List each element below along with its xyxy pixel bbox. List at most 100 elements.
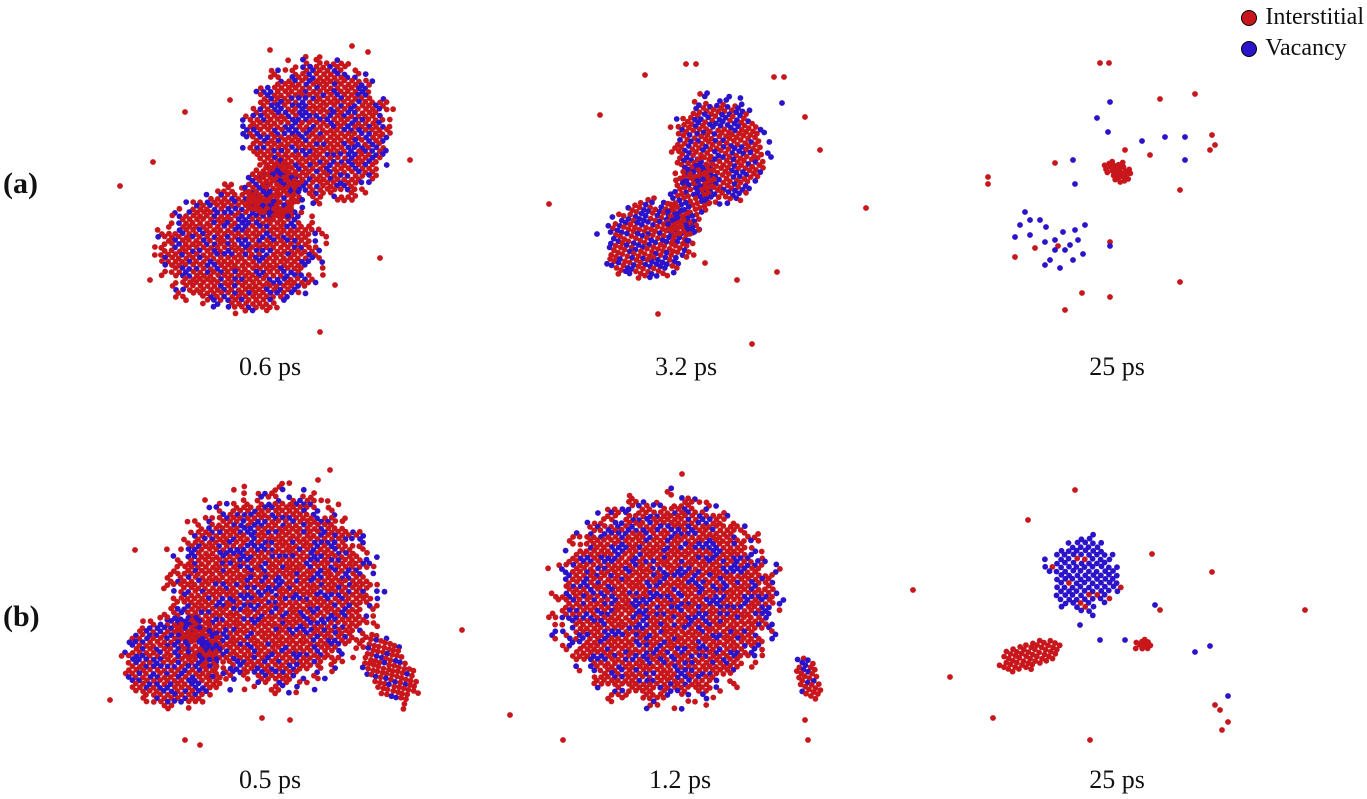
vacancy-point: [207, 663, 213, 669]
interstitial-point: [269, 595, 276, 601]
interstitial-point: [743, 111, 749, 117]
interstitial-point: [257, 162, 263, 168]
interstitial-point: [405, 686, 412, 693]
interstitial-point: [197, 742, 203, 748]
interstitial-point: [771, 74, 777, 80]
interstitial-point: [640, 265, 646, 272]
interstitial-point: [212, 623, 219, 630]
interstitial-point: [331, 116, 338, 123]
interstitial-point: [328, 605, 335, 612]
interstitial-point: [724, 540, 731, 547]
interstitial-point: [370, 563, 377, 570]
interstitial-point: [280, 160, 287, 167]
vacancy-point: [376, 105, 383, 112]
vacancy-point: [299, 196, 306, 203]
vacancy-point: [191, 553, 198, 560]
vacancy-point: [647, 274, 653, 281]
interstitial-point: [239, 191, 246, 198]
vacancy-point: [696, 589, 703, 596]
vacancy-point: [736, 173, 743, 180]
interstitial-point: [283, 679, 290, 686]
vacancy-point: [217, 282, 224, 289]
vacancy-point: [1042, 262, 1048, 268]
interstitial-point: [709, 141, 716, 148]
interstitial-point: [390, 106, 396, 113]
interstitial-point: [745, 652, 751, 659]
interstitial-point: [303, 511, 310, 518]
interstitial-point: [192, 588, 199, 594]
interstitial-point: [655, 311, 661, 317]
interstitial-point: [594, 593, 601, 599]
vacancy-point: [162, 261, 169, 268]
interstitial-point: [1192, 91, 1198, 97]
interstitial-point: [637, 523, 643, 529]
interstitial-point: [327, 467, 333, 473]
interstitial-point: [635, 275, 642, 281]
interstitial-point: [213, 663, 220, 670]
interstitial-point: [863, 205, 869, 211]
interstitial-point: [369, 161, 376, 168]
vacancy-point: [351, 109, 358, 116]
interstitial-point: [334, 196, 341, 203]
interstitial-point: [1177, 187, 1183, 193]
interstitial-point: [1062, 307, 1068, 313]
interstitial-point: [985, 174, 991, 180]
interstitial-point: [213, 684, 220, 691]
vacancy-point: [237, 563, 244, 570]
interstitial-point: [713, 523, 720, 529]
vacancy-point: [692, 530, 698, 537]
interstitial-point: [587, 524, 593, 530]
interstitial-point: [745, 639, 751, 645]
interstitial-point: [185, 705, 192, 711]
interstitial-point: [330, 179, 337, 185]
interstitial-point: [196, 234, 203, 240]
interstitial-point: [292, 85, 299, 91]
interstitial-point: [738, 540, 745, 547]
interstitial-point: [374, 668, 381, 675]
vacancy-point: [286, 689, 292, 696]
interstitial-point: [257, 126, 264, 133]
vacancy-point: [752, 178, 759, 184]
interstitial-point: [401, 701, 408, 707]
interstitial-point: [668, 645, 675, 652]
interstitial-point: [713, 628, 719, 635]
interstitial-point: [713, 516, 720, 523]
vacancy-point: [670, 195, 676, 202]
interstitial-point: [210, 269, 217, 275]
vacancy-point: [164, 635, 170, 642]
interstitial-point: [271, 84, 278, 91]
vacancy-point: [244, 542, 251, 549]
vacancy-point: [1082, 222, 1088, 228]
interstitial-point: [576, 596, 583, 603]
interstitial-point: [696, 499, 703, 505]
interstitial-point: [152, 244, 158, 250]
vacancy-point: [649, 258, 655, 265]
vacancy-point: [737, 603, 744, 610]
interstitial-point: [208, 279, 215, 285]
vacancy-point: [306, 112, 313, 119]
interstitial-point: [817, 147, 823, 153]
vacancy-point: [343, 571, 349, 577]
interstitial-point: [227, 518, 234, 525]
interstitial-point: [459, 627, 465, 633]
interstitial-point: [748, 559, 754, 565]
interstitial-point: [640, 646, 647, 652]
interstitial-point: [282, 525, 289, 532]
interstitial-point: [260, 275, 267, 282]
vacancy-point: [170, 553, 177, 559]
interstitial-point: [672, 170, 679, 177]
vacancy-point: [213, 642, 219, 649]
interstitial-point: [313, 70, 320, 77]
vacancy-point: [302, 290, 309, 297]
interstitial-point: [353, 645, 360, 651]
vacancy-point: [311, 644, 318, 650]
interstitial-point: [275, 74, 281, 81]
vacancy-point: [397, 659, 403, 666]
interstitial-point: [179, 216, 186, 223]
interstitial-point: [717, 527, 724, 534]
vacancy-point: [307, 556, 314, 563]
interstitial-point: [546, 201, 552, 207]
interstitial-point: [362, 654, 369, 661]
interstitial-point: [348, 85, 355, 91]
vacancy-point: [685, 203, 692, 210]
